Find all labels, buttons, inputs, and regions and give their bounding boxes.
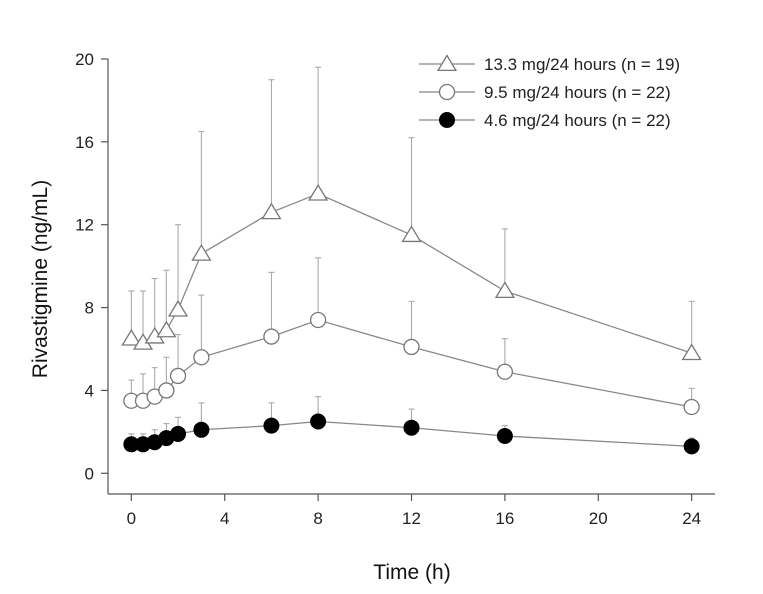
data-point	[121, 328, 142, 346]
data-point	[496, 428, 513, 444]
data-point	[156, 320, 177, 338]
y-tick-label: 16	[75, 133, 94, 152]
x-tick-label: 24	[682, 509, 701, 528]
x-tick-label: 12	[402, 509, 421, 528]
x-tick-label: 8	[313, 509, 322, 528]
legend-marker	[436, 54, 458, 72]
data-point	[496, 363, 514, 380]
y-tick-label: 4	[85, 381, 94, 400]
data-point	[191, 243, 212, 261]
y-tick-label: 20	[75, 50, 94, 69]
data-point	[169, 367, 187, 385]
x-axis-title: Time (h)	[373, 561, 450, 584]
y-axis-title: Rivastigmine (ng/mL)	[29, 180, 52, 378]
y-tick-label: 12	[75, 216, 94, 235]
data-point	[193, 421, 210, 438]
axes: 0 4 8 12 16 20 0 4 8 12 16 20 24	[75, 50, 715, 528]
data-point	[683, 398, 700, 416]
data-point	[158, 382, 175, 399]
x-tick-label: 16	[495, 509, 514, 528]
data-point	[170, 425, 187, 442]
data-point	[494, 281, 515, 299]
x-tick-label: 4	[220, 509, 229, 528]
legend-marker	[438, 83, 456, 101]
legend: 13.3 mg/24 hours (n = 19) 9.5 mg/24 hours…	[419, 54, 680, 130]
data-point	[401, 225, 422, 243]
data-point	[403, 338, 420, 356]
legend-label: 9.5 mg/24 hours (n = 22)	[484, 83, 671, 102]
data-point	[308, 183, 329, 201]
data-point	[261, 202, 282, 220]
x-tick-label: 0	[127, 509, 136, 528]
series-markers	[121, 183, 702, 455]
legend-label: 4.6 mg/24 hours (n = 22)	[484, 111, 671, 130]
y-tick-label: 8	[85, 299, 94, 318]
data-point	[403, 419, 420, 436]
data-point	[681, 343, 702, 361]
y-tick-label: 0	[85, 464, 94, 483]
data-point	[167, 299, 189, 317]
data-point	[683, 438, 700, 455]
legend-marker	[439, 112, 455, 128]
data-point	[193, 349, 210, 366]
data-point	[310, 413, 327, 430]
data-point	[263, 417, 280, 434]
data-point	[309, 311, 327, 329]
data-point	[263, 328, 280, 345]
x-tick-label: 20	[589, 509, 608, 528]
legend-label: 13.3 mg/24 hours (n = 19)	[484, 55, 680, 74]
